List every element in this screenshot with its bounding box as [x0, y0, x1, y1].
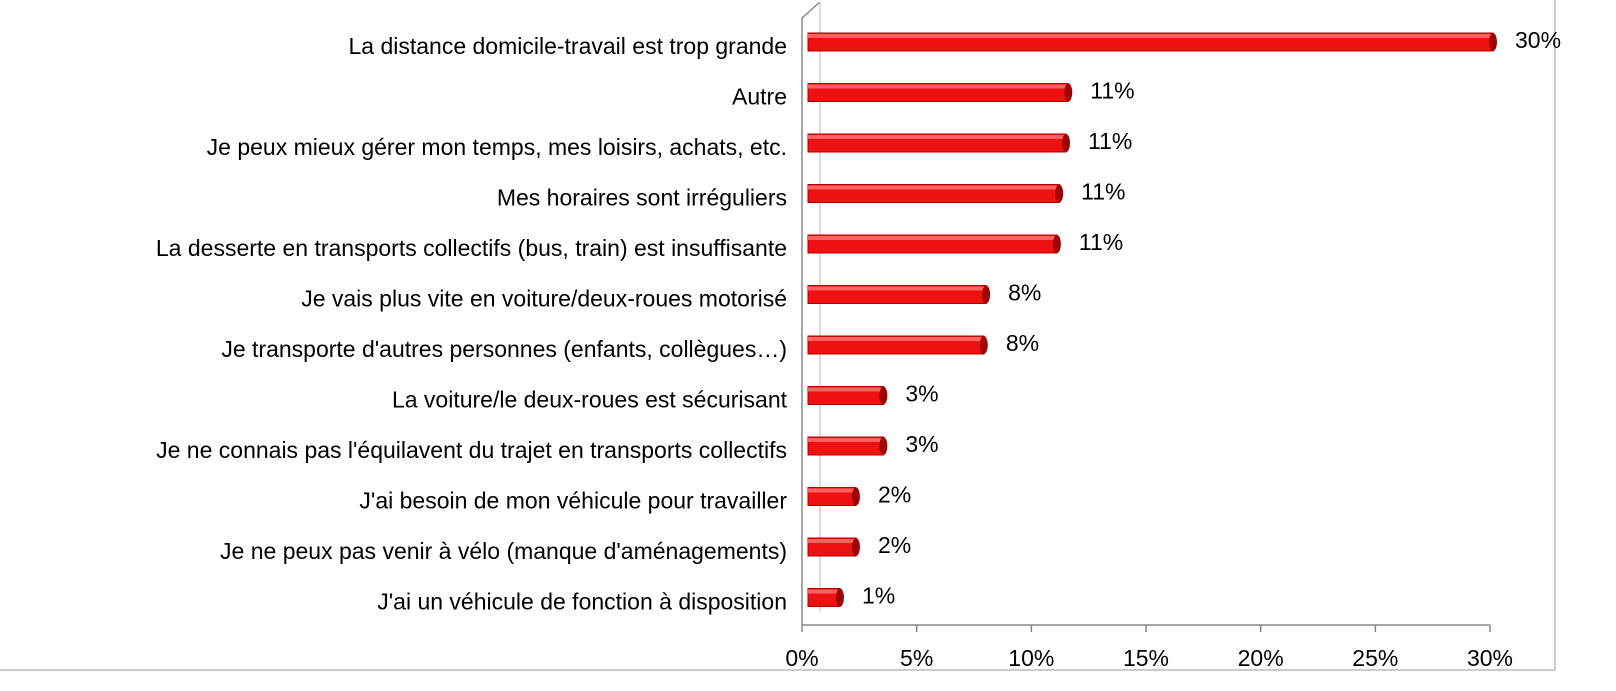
y-tick-label: La distance domicile-travail est trop gr… [348, 33, 787, 59]
y-tick-label: Je transporte d'autres personnes (enfant… [221, 336, 787, 362]
bar-highlight [808, 589, 840, 594]
data-label: 11% [1079, 229, 1123, 255]
bar-cap [1062, 134, 1071, 152]
bar-highlight [808, 34, 1493, 38]
y-tick-label: La desserte en transports collectifs (bu… [156, 235, 787, 261]
data-label: 3% [905, 431, 938, 457]
bar-highlight [808, 337, 984, 341]
y-tick-label: La voiture/le deux-roues est sécurisant [392, 387, 788, 413]
bar-cap [1052, 235, 1061, 253]
axis-depth [801, 1, 821, 19]
data-label: 8% [1006, 330, 1039, 356]
bar-highlight [808, 185, 1060, 190]
bar-highlight [808, 236, 1057, 240]
y-tick-label: Je peux mieux gérer mon temps, mes loisi… [207, 134, 787, 160]
bar-cap [879, 437, 888, 455]
bar-highlight [808, 135, 1067, 139]
data-label: 2% [878, 532, 911, 558]
x-tick-label: 5% [900, 645, 933, 671]
bar-highlight [808, 387, 884, 392]
bar-highlight [808, 488, 856, 493]
data-label: 1% [862, 583, 895, 609]
data-label: 8% [1008, 280, 1041, 306]
data-label: 3% [905, 381, 938, 407]
data-label: 2% [878, 482, 911, 508]
bar-cap [982, 285, 991, 304]
y-tick-label: Mes horaires sont irréguliers [497, 185, 787, 211]
x-tick-label: 10% [1008, 645, 1054, 671]
y-tick-label: Je ne connais pas l'équilavent du trajet… [156, 437, 787, 463]
bar-highlight [808, 438, 884, 442]
bar-highlight [808, 84, 1069, 89]
bar-cap [851, 487, 860, 506]
x-tick-label: 15% [1123, 645, 1169, 671]
y-tick-label: Autre [732, 84, 787, 110]
bar-cap [979, 336, 988, 354]
y-tick-label: Je ne peux pas venir à vélo (manque d'am… [220, 538, 787, 564]
bar-cap [1055, 184, 1064, 203]
data-label: 11% [1081, 179, 1125, 205]
data-label: 30% [1515, 27, 1561, 53]
x-tick-label: 30% [1467, 645, 1513, 671]
bar-highlight [808, 539, 856, 543]
bar-cap [1064, 83, 1073, 102]
x-tick-label: 25% [1352, 645, 1398, 671]
data-label: 11% [1090, 78, 1134, 104]
bar-cap [851, 538, 860, 556]
bar-cap [879, 386, 888, 405]
bar-highlight [808, 286, 987, 291]
x-tick-label: 20% [1238, 645, 1284, 671]
bar-cap [1489, 33, 1497, 51]
y-tick-label: Je vais plus vite en voiture/deux-roues … [301, 286, 787, 312]
data-label: 11% [1088, 128, 1132, 154]
x-tick-label: 0% [785, 645, 818, 671]
y-tick-label: J'ai besoin de mon véhicule pour travail… [359, 488, 787, 514]
bar-cap [835, 588, 844, 607]
y-tick-label: J'ai un véhicule de fonction à dispositi… [377, 589, 787, 615]
